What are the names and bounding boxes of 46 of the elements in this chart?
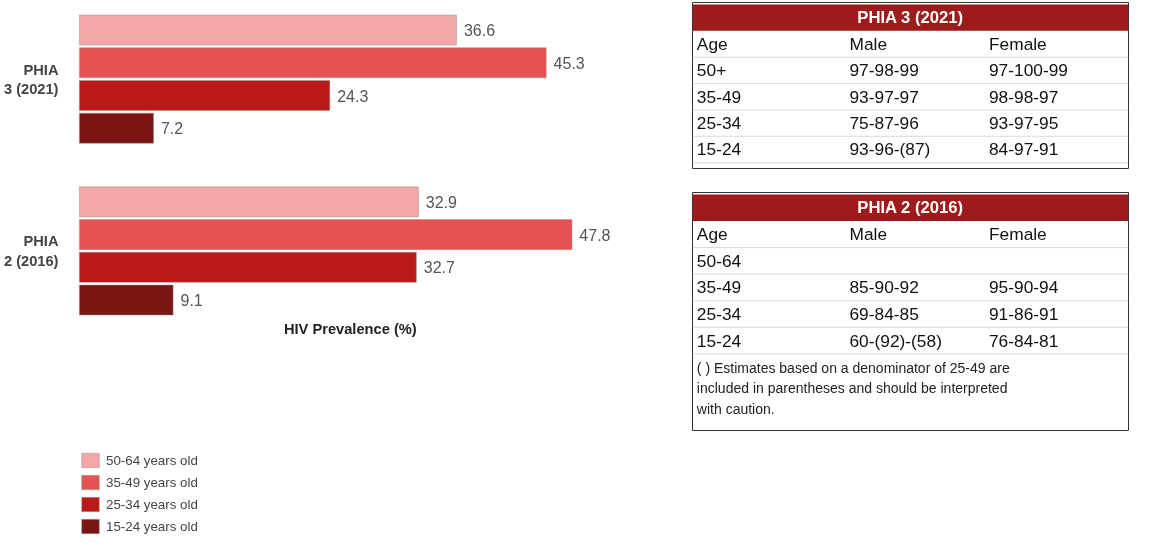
text: 15-24 bbox=[696, 139, 742, 160]
legend-label: 50-64 years old bbox=[106, 452, 198, 468]
text: 93-96-(87) bbox=[849, 139, 931, 160]
legend-label: 25-34 years old bbox=[106, 496, 198, 512]
text: 50-64 bbox=[696, 250, 742, 271]
text: 69-84-85 bbox=[849, 303, 919, 324]
text: 75-87-96 bbox=[849, 113, 919, 134]
text: 85-90-92 bbox=[849, 277, 919, 298]
data-label: 47.8 bbox=[579, 226, 611, 244]
text: 50+ bbox=[696, 60, 727, 81]
text: Female bbox=[988, 224, 1047, 245]
text: 25-34 bbox=[696, 303, 742, 324]
text: PHIA 3 (2021) bbox=[857, 8, 964, 28]
text: PHIA 2 (2016) bbox=[857, 198, 964, 218]
text: 95-90-94 bbox=[988, 277, 1059, 298]
text: 93-97-97 bbox=[849, 86, 919, 107]
legend-label: 15-24 years old bbox=[106, 518, 198, 534]
data-label: 36.6 bbox=[463, 22, 496, 40]
text: 76-84-81 bbox=[988, 330, 1059, 351]
legend-label: 35-49 years old bbox=[106, 474, 198, 490]
text: 60-(92)-(58) bbox=[849, 330, 942, 351]
text: Age bbox=[696, 34, 728, 54]
text: 84-97-91 bbox=[988, 139, 1059, 160]
text: ( ) Estimates based on a denominator of 25-49 are included in parentheses and should be interpreted with caution. bbox=[695, 359, 1010, 417]
data-label: 45.3 bbox=[553, 54, 585, 72]
text: Male bbox=[849, 34, 888, 54]
text: Age bbox=[696, 224, 728, 245]
data-label: 7.2 bbox=[160, 120, 184, 138]
text: 93-97-95 bbox=[988, 113, 1059, 134]
text: 35-49 bbox=[696, 277, 742, 298]
text: 98-98-97 bbox=[988, 86, 1059, 107]
bar bbox=[79, 80, 331, 111]
text: Male bbox=[849, 224, 888, 245]
text: 35-49 bbox=[696, 86, 742, 107]
data-label: 9.1 bbox=[180, 292, 203, 310]
text: 97-100-99 bbox=[988, 60, 1068, 81]
data-label: 32.9 bbox=[425, 193, 458, 211]
data-label: 24.3 bbox=[337, 87, 369, 105]
text: 97-98-99 bbox=[849, 60, 919, 81]
text: 25-34 bbox=[696, 113, 742, 134]
text: 91-86-91 bbox=[988, 303, 1059, 324]
text: 15-24 bbox=[696, 330, 742, 351]
data-label: 32.7 bbox=[423, 259, 455, 277]
text: Female bbox=[988, 34, 1047, 54]
bar bbox=[79, 112, 154, 144]
x-axis-title: HIV Prevalence (%) bbox=[283, 320, 417, 337]
